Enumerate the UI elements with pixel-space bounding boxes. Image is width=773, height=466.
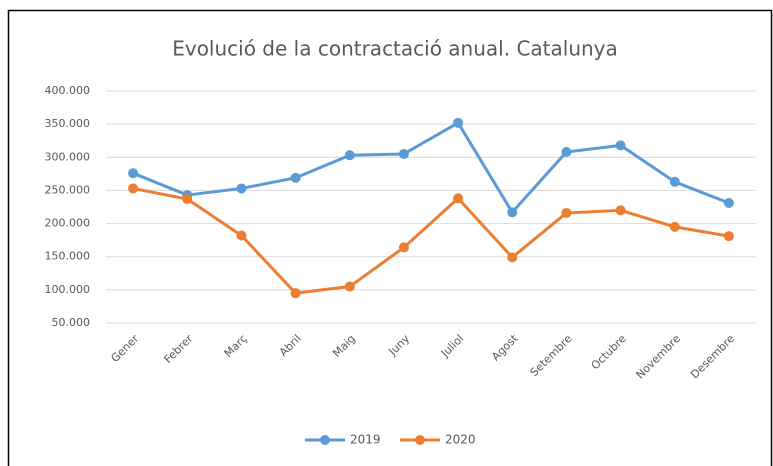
legend-label: 2020 xyxy=(445,433,476,447)
y-tick-label: 350.000 xyxy=(45,117,91,130)
y-tick-label: 400.000 xyxy=(45,84,91,97)
data-point xyxy=(290,172,301,183)
series-line xyxy=(132,186,730,295)
y-tick-label: 200.000 xyxy=(45,217,91,230)
data-point xyxy=(723,198,734,209)
data-point xyxy=(453,117,464,128)
data-point xyxy=(290,288,301,299)
y-tick-label: 300.000 xyxy=(45,150,91,163)
data-point xyxy=(507,252,518,263)
data-point xyxy=(723,231,734,242)
data-point xyxy=(344,150,355,161)
y-tick-label: 250.000 xyxy=(45,183,91,196)
data-point xyxy=(561,146,572,157)
data-point xyxy=(453,193,464,204)
data-point xyxy=(182,194,193,205)
data-point xyxy=(507,207,518,218)
data-point xyxy=(669,221,680,232)
legend-marker xyxy=(415,435,425,445)
data-point xyxy=(128,183,139,194)
y-tick-label: 150.000 xyxy=(45,250,91,263)
data-point xyxy=(615,140,626,151)
data-point xyxy=(236,183,247,194)
series-line xyxy=(132,121,730,214)
data-point xyxy=(128,168,139,179)
data-point xyxy=(344,281,355,292)
chart-border xyxy=(7,9,773,466)
legend-label: 2019 xyxy=(350,433,381,447)
data-point xyxy=(398,148,409,159)
data-point xyxy=(669,176,680,187)
data-point xyxy=(615,205,626,216)
data-point xyxy=(236,230,247,241)
chart-title: Evolució de la contractació anual. Catal… xyxy=(172,37,618,61)
data-point xyxy=(561,207,572,218)
legend-marker xyxy=(320,435,330,445)
data-point xyxy=(398,242,409,253)
y-tick-label: 50.000 xyxy=(52,316,91,329)
y-tick-label: 100.000 xyxy=(45,283,91,296)
